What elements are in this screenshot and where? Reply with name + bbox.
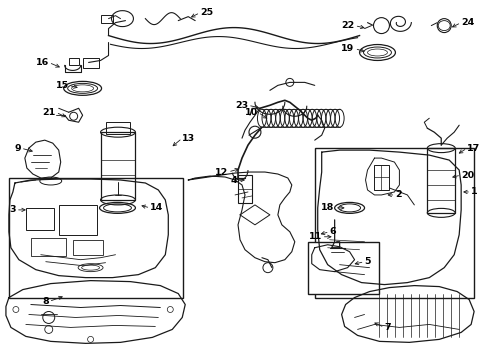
Text: 8: 8 [42,297,49,306]
Bar [59,205,96,235]
Text: 13: 13 [182,134,195,143]
Bar [26,208,54,230]
Text: 4: 4 [230,176,237,185]
Text: 7: 7 [384,323,390,332]
Text: 10: 10 [244,108,258,117]
Text: 16: 16 [36,58,49,67]
Text: 5: 5 [364,257,370,266]
Text: 9: 9 [14,144,21,153]
Text: 20: 20 [460,171,473,180]
Text: 21: 21 [42,108,56,117]
Bar [101,15,112,23]
Text: 2: 2 [395,190,401,199]
Bar [68,58,79,66]
Text: 11: 11 [308,232,321,241]
Bar [238,175,251,203]
Bar [101,132,135,200]
Text: 24: 24 [460,18,473,27]
Text: 12: 12 [214,167,227,176]
Bar [373,165,388,190]
Text: 15: 15 [56,81,68,90]
Text: 17: 17 [466,144,479,153]
Bar [31,238,65,256]
Text: 19: 19 [341,44,354,53]
Bar [105,122,130,134]
Bar [307,242,379,293]
Text: 23: 23 [234,101,247,110]
Bar [82,58,99,68]
Text: 6: 6 [329,227,336,236]
Text: 3: 3 [9,206,16,215]
Text: 22: 22 [341,21,354,30]
Text: 18: 18 [321,203,334,212]
Bar [427,148,454,213]
Bar [314,148,473,298]
Bar [9,178,183,298]
Text: 14: 14 [150,203,163,212]
Text: 25: 25 [200,8,213,17]
Text: 1: 1 [470,188,477,197]
Bar [73,240,102,255]
